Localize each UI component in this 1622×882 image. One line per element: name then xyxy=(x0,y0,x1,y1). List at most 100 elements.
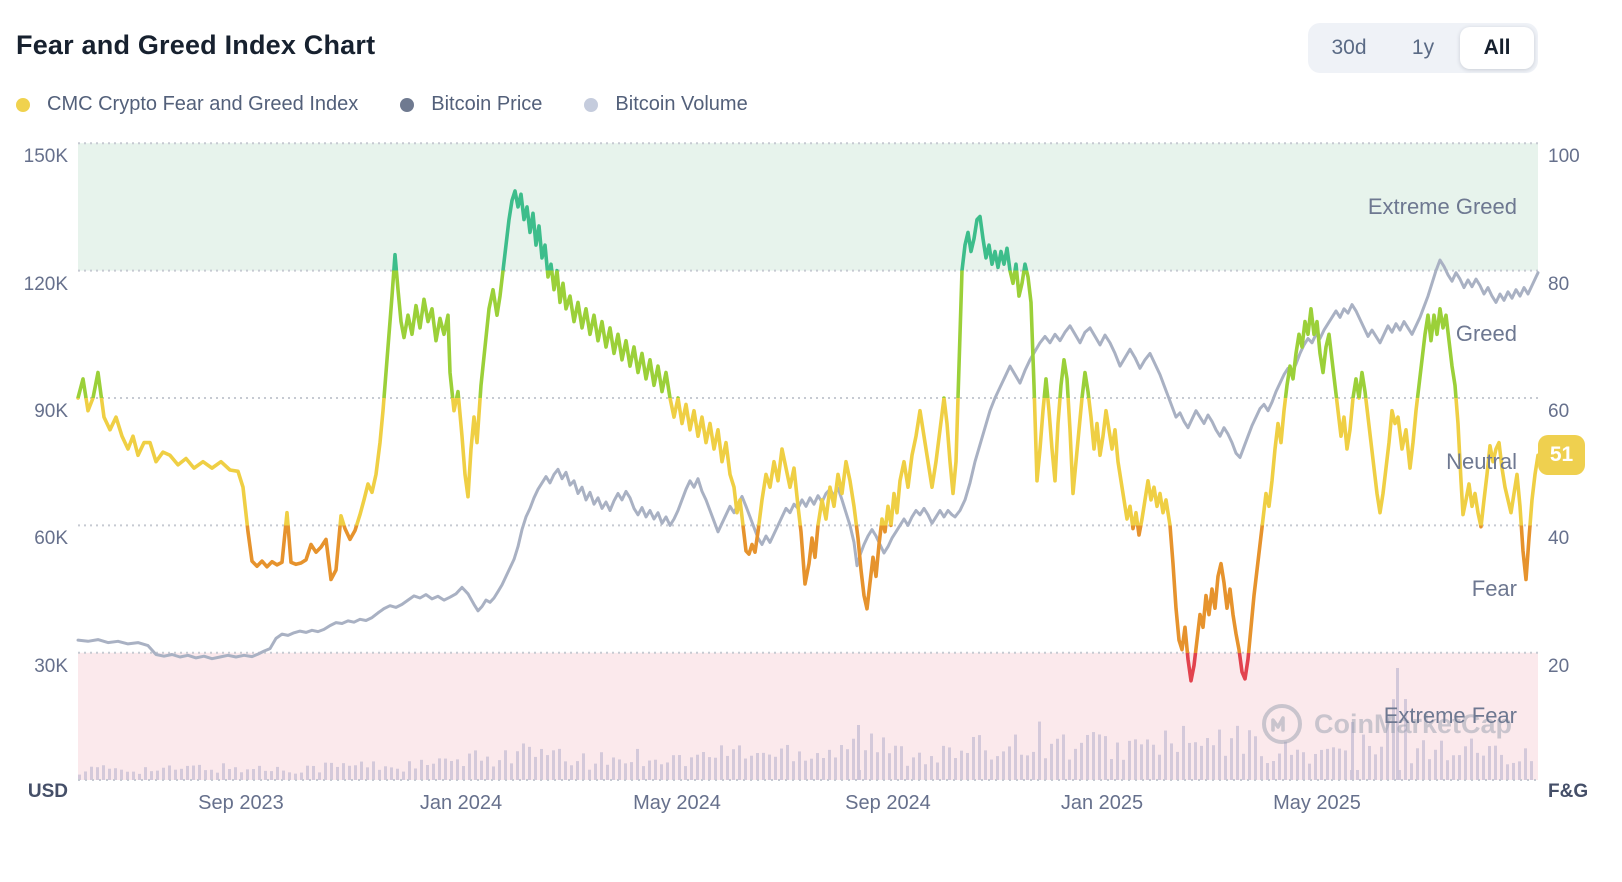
volume-bar xyxy=(822,758,825,780)
zone-label-extreme-greed: Extreme Greed xyxy=(1367,193,1517,219)
range-button-1y[interactable]: 1y xyxy=(1411,36,1435,59)
legend-item-fear-greed-index[interactable]: CMC Crypto Fear and Greed Index xyxy=(16,93,358,116)
bitcoin-price-series-dot-icon xyxy=(400,97,415,112)
volume-bar xyxy=(240,772,243,780)
volume-bar xyxy=(1014,734,1017,780)
volume-bar xyxy=(1524,748,1527,780)
volume-bar xyxy=(1338,748,1341,780)
volume-bar xyxy=(1050,743,1053,780)
volume-bar xyxy=(906,765,909,780)
volume-bar xyxy=(366,767,369,780)
volume-bar xyxy=(1500,754,1503,780)
volume-bar xyxy=(1488,746,1491,780)
volume-bar xyxy=(1434,749,1437,780)
volume-bar xyxy=(522,743,525,780)
volume-bar xyxy=(456,759,459,780)
fear-greed-line xyxy=(76,189,1540,683)
x-axis-label-Jan-2025: Jan 2025 xyxy=(1060,792,1144,814)
volume-bar xyxy=(78,774,81,780)
volume-bar xyxy=(462,766,465,780)
volume-bar xyxy=(1236,725,1239,780)
right-axis-unit: F&G xyxy=(1548,781,1589,802)
volume-bar xyxy=(504,750,507,780)
volume-bar xyxy=(1476,752,1479,780)
volume-bar xyxy=(288,772,291,780)
volume-bar xyxy=(378,769,381,780)
volume-bar xyxy=(1260,756,1263,780)
volume-bar xyxy=(1326,748,1329,780)
volume-bar xyxy=(1302,752,1305,780)
left-axis-tick-150K: 150K xyxy=(23,146,68,168)
volume-bar xyxy=(1056,738,1059,780)
volume-bar xyxy=(744,758,747,780)
legend-item-bitcoin-volume[interactable]: Bitcoin Volume xyxy=(584,93,748,116)
volume-bar xyxy=(612,757,615,780)
volume-bar xyxy=(1242,753,1245,780)
volume-bar xyxy=(318,772,321,780)
volume-bar xyxy=(564,761,567,780)
volume-bar xyxy=(474,750,477,780)
volume-bar xyxy=(768,754,771,780)
volume-bar xyxy=(1458,755,1461,780)
volume-bar xyxy=(726,755,729,780)
volume-bar xyxy=(1308,763,1311,780)
volume-bar xyxy=(978,735,981,780)
volume-bar xyxy=(762,752,765,780)
volume-bar xyxy=(420,759,423,780)
volume-bar xyxy=(408,761,411,780)
volume-bar xyxy=(642,766,645,780)
volume-bar xyxy=(246,769,249,780)
volume-bar xyxy=(186,765,189,780)
volume-bar xyxy=(1470,738,1473,780)
volume-bar xyxy=(786,744,789,780)
right-axis-tick-80: 80 xyxy=(1548,273,1570,295)
volume-bar xyxy=(1230,738,1233,780)
zone-label-fear: Fear xyxy=(1471,576,1517,602)
volume-bar xyxy=(594,763,597,780)
volume-bar xyxy=(1446,760,1449,780)
volume-bar xyxy=(990,759,993,780)
volume-bar xyxy=(1158,754,1161,780)
range-button-all[interactable]: All xyxy=(1460,27,1534,69)
legend-item-bitcoin-price[interactable]: Bitcoin Price xyxy=(400,93,542,116)
volume-bar xyxy=(1278,753,1281,780)
volume-bar xyxy=(720,745,723,780)
volume-bar xyxy=(294,773,297,780)
volume-bar xyxy=(1506,764,1509,780)
volume-bar xyxy=(1086,734,1089,780)
volume-bar xyxy=(438,758,441,780)
range-button-30d[interactable]: 30d xyxy=(1331,36,1367,59)
volume-bar xyxy=(1398,770,1401,780)
volume-bar xyxy=(576,761,579,780)
left-axis-tick-60K: 60K xyxy=(34,528,68,550)
legend-label: Bitcoin Price xyxy=(431,93,543,115)
volume-bar xyxy=(756,753,759,780)
volume-bar xyxy=(1080,742,1083,780)
volume-bar xyxy=(1386,715,1389,780)
volume-bar xyxy=(102,765,105,780)
volume-bar xyxy=(684,766,687,780)
volume-bar xyxy=(1038,721,1041,780)
legend-label: CMC Crypto Fear and Greed Index xyxy=(47,93,359,115)
volume-bar xyxy=(444,758,447,780)
volume-bar xyxy=(828,749,831,780)
volume-bar xyxy=(1074,748,1077,780)
volume-bar xyxy=(192,765,195,780)
volume-bar xyxy=(1092,732,1095,780)
volume-bar xyxy=(258,765,261,780)
volume-bar xyxy=(1206,738,1209,780)
volume-bar xyxy=(96,767,99,780)
volume-bar xyxy=(1068,759,1071,780)
volume-bar xyxy=(1482,755,1485,780)
volume-bar xyxy=(492,766,495,780)
volume-bar xyxy=(1152,744,1155,780)
left-axis-tick-120K: 120K xyxy=(23,273,68,295)
volume-bar xyxy=(264,770,267,780)
volume-bar xyxy=(1044,758,1047,780)
volume-bar xyxy=(1194,742,1197,780)
volume-bar xyxy=(1368,745,1371,780)
volume-bar xyxy=(774,756,777,780)
volume-bar xyxy=(312,765,315,780)
volume-bar xyxy=(702,752,705,780)
